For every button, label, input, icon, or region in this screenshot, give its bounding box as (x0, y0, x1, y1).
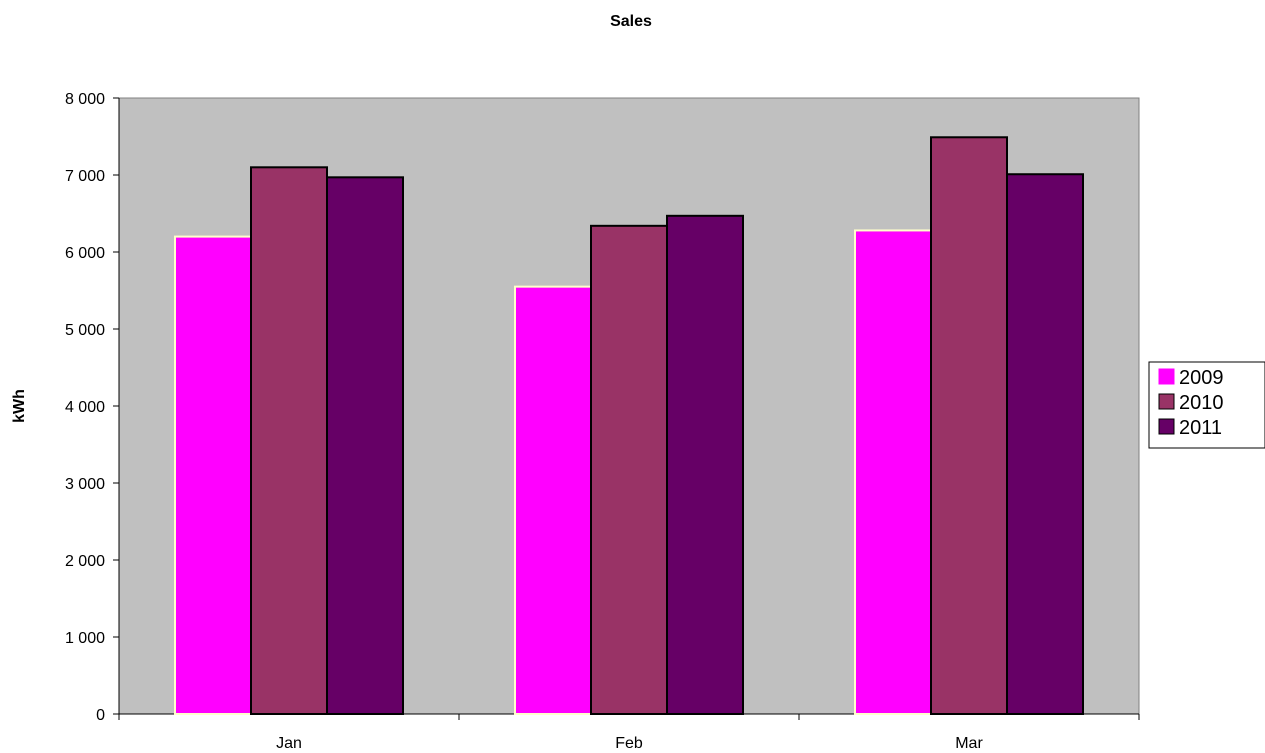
bar-2010-feb (590, 224, 668, 715)
legend-label-2009: 2009 (1179, 367, 1224, 389)
y-tick-label: 3 000 (65, 476, 105, 493)
legend-label-2010: 2010 (1179, 392, 1224, 414)
legend-swatch-2010 (1158, 393, 1175, 410)
bar-2009-mar (854, 229, 932, 715)
y-tick-label: 8 000 (65, 91, 105, 108)
legend-swatch-2011 (1158, 418, 1175, 435)
y-tick-label: 5 000 (65, 322, 105, 339)
bar-2010-mar (930, 136, 1008, 715)
y-tick-label: 2 000 (65, 553, 105, 570)
bar-2010-jan (250, 166, 328, 716)
x-tick-label: Jan (276, 735, 302, 752)
legend: 2009 2010 2011 (1148, 361, 1265, 449)
y-tick-label: 1 000 (65, 630, 105, 647)
x-tick-label: Feb (615, 735, 643, 752)
y-axis-label: kWh (11, 389, 28, 423)
x-axis: Jan Feb Mar (118, 713, 1140, 752)
bar-2011-feb (666, 214, 744, 715)
bar-2011-mar (1006, 173, 1084, 716)
bar-2011-jan (326, 176, 404, 715)
legend-label-2011: 2011 (1179, 417, 1222, 439)
y-tick-label: 6 000 (65, 245, 105, 262)
y-tick-label: 0 (96, 707, 105, 724)
x-tick-label: Mar (955, 735, 983, 752)
legend-swatch-2009 (1158, 368, 1175, 385)
y-axis: 0 1 000 2 000 3 000 4 000 5 000 6 000 7 000 8 00… (65, 91, 120, 724)
bars (174, 136, 1084, 716)
bar-2009-feb (514, 285, 592, 715)
chart-title: Sales (610, 13, 652, 30)
y-tick-label: 4 000 (65, 399, 105, 416)
y-tick-label: 7 000 (65, 168, 105, 185)
bar-2009-jan (174, 235, 252, 715)
